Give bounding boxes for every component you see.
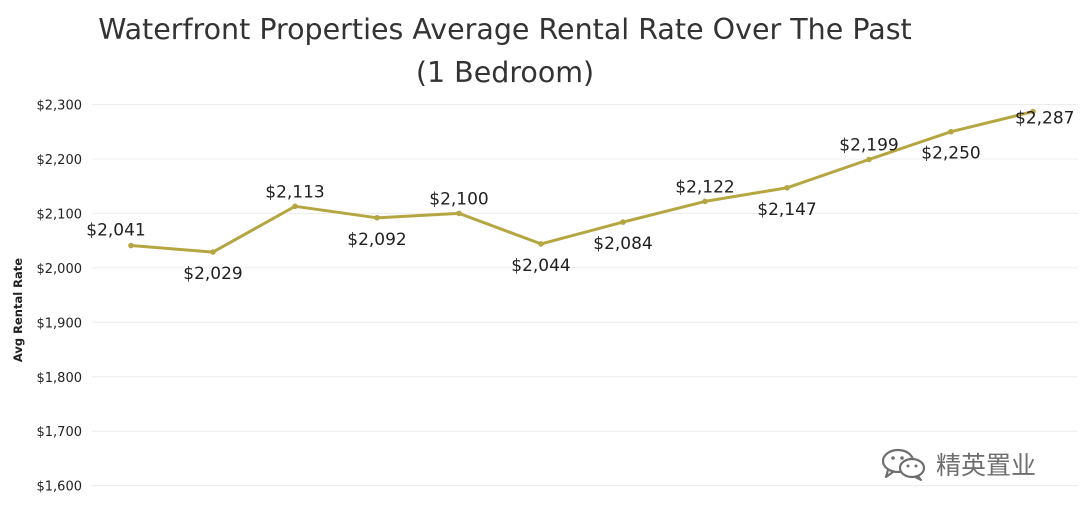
wechat-icon xyxy=(881,448,926,481)
data-point xyxy=(948,128,954,135)
y-axis-ticks: $1,600 $1,700 $1,800 $1,900 $2,000 $2,100 $2,2… xyxy=(37,99,83,495)
data-label: $2,041 xyxy=(86,221,145,241)
data-label: $2,287 xyxy=(1015,109,1074,129)
data-point xyxy=(702,198,708,205)
data-label: $2,250 xyxy=(921,144,980,164)
data-label: $2,084 xyxy=(593,234,652,254)
series-line xyxy=(130,110,1034,254)
y-tick-label: $1,700 xyxy=(37,425,83,440)
y-tick-label: $2,000 xyxy=(37,262,83,277)
y-tick-label: $1,600 xyxy=(37,480,83,495)
data-point xyxy=(538,241,544,247)
data-point xyxy=(292,203,298,210)
watermark: 精英置业 xyxy=(880,446,1036,482)
y-tick-label: $2,100 xyxy=(37,207,83,222)
data-labels: $2,041 $2,029 $2,113 $2,092 $2,100 $2,044 $2,0… xyxy=(86,109,1074,284)
data-point xyxy=(456,210,462,217)
chart-title-line2: (1 Bedroom) xyxy=(415,56,595,89)
data-point xyxy=(374,214,380,221)
chart-title: Waterfront Properties Average Rental Rat… xyxy=(0,8,1010,94)
y-tick-label: $1,800 xyxy=(37,371,83,386)
y-tick-label: $2,200 xyxy=(37,153,83,168)
y-tick-label: $1,900 xyxy=(37,316,83,331)
data-label: $2,122 xyxy=(675,177,734,197)
y-tick-label: $2,300 xyxy=(37,99,83,114)
chart-title-line1: Waterfront Properties Average Rental Rat… xyxy=(98,13,912,46)
data-point xyxy=(1030,108,1036,115)
data-point xyxy=(866,156,872,163)
data-point xyxy=(620,219,626,225)
data-point xyxy=(210,249,216,255)
data-label: $2,147 xyxy=(757,200,816,220)
data-label: $2,029 xyxy=(183,264,242,284)
data-points xyxy=(128,108,1036,255)
data-point xyxy=(128,242,134,249)
data-point xyxy=(784,185,790,191)
data-label: $2,199 xyxy=(839,135,898,155)
data-label: $2,092 xyxy=(347,230,406,250)
watermark-text: 精英置业 xyxy=(936,451,1037,480)
gridlines xyxy=(92,104,1078,487)
data-label: $2,100 xyxy=(429,189,488,209)
data-label: $2,113 xyxy=(265,182,324,202)
data-label: $2,044 xyxy=(511,256,570,276)
